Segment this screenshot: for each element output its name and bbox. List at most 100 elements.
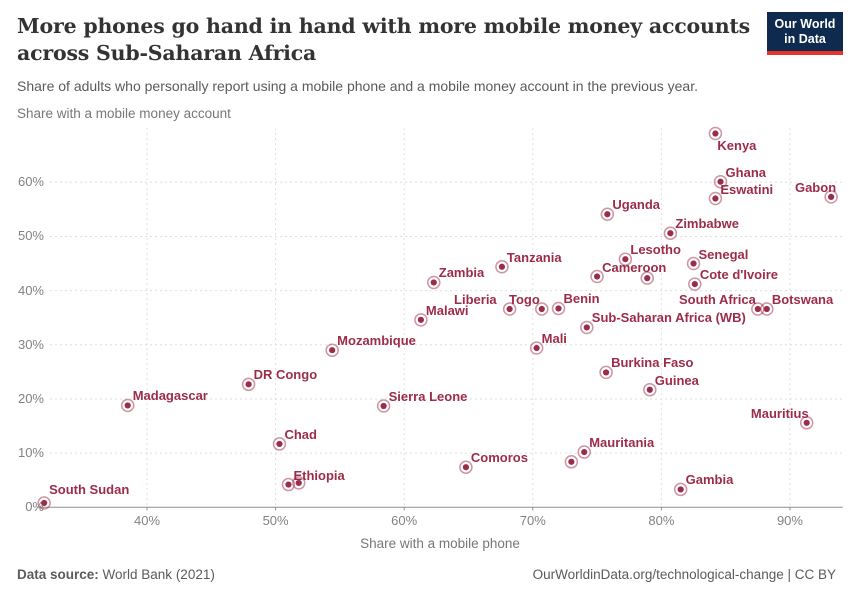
country-label-kenya[interactable]: Kenya: [717, 137, 757, 153]
point-mauritius[interactable]: [799, 416, 814, 430]
country-label-liberia[interactable]: Liberia: [454, 292, 497, 308]
point-ring-gambia: [673, 482, 688, 497]
point-dot-zimbabwe: [667, 230, 674, 237]
country-label-eswatini[interactable]: Eswatini: [720, 181, 774, 197]
point-liberia[interactable]: [502, 302, 517, 316]
point-benin[interactable]: [551, 301, 566, 316]
point-dot-sub-saharan-africa-wb: [583, 324, 590, 331]
data-source: Data source: World Bank (2021): [17, 567, 215, 582]
point-botswana[interactable]: [760, 302, 774, 316]
point-dot-eswatini: [712, 195, 719, 202]
point-dot-mauritania: [581, 448, 588, 456]
point-dot-unlabeled: [568, 458, 575, 465]
point-mauritania[interactable]: [577, 445, 591, 459]
point-dot-togo: [538, 305, 545, 313]
chart-subtitle: Share of adults who personally report us…: [17, 78, 698, 94]
point-zambia[interactable]: [427, 275, 441, 290]
country-label-south-sudan[interactable]: South Sudan: [49, 481, 130, 497]
country-label-senegal[interactable]: Senegal: [698, 246, 749, 262]
point-togo[interactable]: [535, 302, 549, 316]
point-senegal[interactable]: [686, 256, 701, 271]
point-ring-kenya: [708, 126, 723, 141]
x-axis-title: Share with a mobile phone: [360, 536, 520, 551]
point-lesotho[interactable]: [618, 252, 633, 266]
country-label-zimbabwe[interactable]: Zimbabwe: [675, 216, 739, 232]
point-mali[interactable]: [529, 341, 544, 355]
country-label-ethiopia[interactable]: Ethiopia: [293, 467, 345, 483]
country-label-mauritania[interactable]: Mauritania: [589, 435, 655, 451]
country-label-guinea[interactable]: Guinea: [654, 372, 699, 388]
point-ring-botswana: [760, 302, 774, 316]
point-dot-kenya: [712, 130, 719, 137]
country-label-ghana[interactable]: Ghana: [725, 164, 766, 180]
point-dot-mali: [533, 344, 540, 352]
point-dot-burkina-faso: [602, 369, 610, 376]
country-label-cameroon[interactable]: Cameroon: [602, 259, 667, 275]
country-label-uganda[interactable]: Uganda: [612, 197, 661, 213]
point-cote-d-ivoire[interactable]: [688, 277, 702, 291]
point-comoros[interactable]: [459, 460, 473, 474]
country-label-dr-congo[interactable]: DR Congo: [253, 367, 318, 383]
country-label-madagascar[interactable]: Madagascar: [132, 388, 208, 404]
point-ghana[interactable]: [713, 174, 728, 189]
point-malawi[interactable]: [414, 313, 428, 327]
point-dot-madagascar: [124, 402, 131, 409]
country-label-benin[interactable]: Benin: [563, 291, 600, 307]
point-ethiopia[interactable]: [281, 477, 296, 492]
point-dot-south-africa: [754, 305, 761, 313]
country-label-lesotho[interactable]: Lesotho: [630, 242, 681, 258]
country-label-burkina-faso[interactable]: Burkina Faso: [611, 355, 694, 371]
point-dot-sierra-leone: [380, 402, 387, 410]
point-ring-mauritius: [799, 416, 814, 430]
point-cameroon[interactable]: [590, 269, 604, 284]
point-ring-unlabeled: [291, 476, 306, 490]
country-label-zambia[interactable]: Zambia: [438, 265, 485, 281]
point-dot-liberia: [506, 305, 513, 313]
point-dot-ghana: [717, 178, 724, 185]
point-burkina-faso[interactable]: [599, 365, 613, 380]
country-label-south-africa[interactable]: South Africa: [679, 292, 756, 308]
point-unlabeled[interactable]: [291, 476, 306, 490]
attribution: OurWorldinData.org/technological-change …: [532, 567, 836, 582]
point-unlabeled[interactable]: [564, 455, 579, 469]
point-south-sudan[interactable]: [37, 496, 51, 510]
point-sierra-leone[interactable]: [376, 399, 391, 413]
point-eswatini[interactable]: [708, 191, 723, 206]
country-label-comoros[interactable]: Comoros: [470, 450, 528, 466]
point-ring-mozambique: [325, 343, 339, 357]
country-label-malawi[interactable]: Malawi: [425, 302, 469, 318]
country-label-mozambique[interactable]: Mozambique: [337, 333, 416, 349]
point-mozambique[interactable]: [325, 343, 339, 357]
point-gabon[interactable]: [824, 190, 838, 204]
country-label-tanzania[interactable]: Tanzania: [506, 249, 562, 265]
point-zimbabwe[interactable]: [663, 226, 678, 240]
country-label-chad[interactable]: Chad: [284, 426, 317, 442]
point-gambia[interactable]: [673, 482, 688, 497]
country-label-mali[interactable]: Mali: [541, 331, 567, 347]
country-label-gabon[interactable]: Gabon: [794, 179, 837, 195]
country-label-sierra-leone[interactable]: Sierra Leone: [388, 388, 468, 404]
country-label-botswana[interactable]: Botswana: [771, 292, 834, 308]
country-label-togo[interactable]: Togo: [508, 292, 540, 308]
point-dot-unlabeled: [295, 479, 302, 487]
point-ring-ethiopia: [281, 477, 296, 492]
point-guinea[interactable]: [643, 382, 657, 397]
country-label-gambia[interactable]: Gambia: [685, 472, 734, 488]
point-ring-guinea: [643, 382, 657, 397]
point-uganda[interactable]: [600, 207, 615, 221]
point-dot-gabon: [828, 193, 835, 200]
chart-title: More phones go hand in hand with more mo…: [17, 14, 751, 65]
point-ring-zimbabwe: [663, 226, 678, 240]
point-kenya[interactable]: [708, 126, 723, 141]
point-dr-congo[interactable]: [241, 377, 256, 392]
point-ring-ghana: [713, 174, 728, 189]
point-madagascar[interactable]: [120, 398, 135, 413]
country-label-cote-d-ivoire[interactable]: Cote d'Ivoire: [699, 267, 779, 283]
point-chad[interactable]: [272, 437, 287, 451]
country-label-sub-saharan-africa-wb[interactable]: Sub-Saharan Africa (WB): [591, 310, 746, 326]
point-tanzania[interactable]: [495, 260, 509, 274]
point-unlabeled[interactable]: [640, 271, 654, 285]
country-label-mauritius[interactable]: Mauritius: [750, 405, 809, 421]
point-sub-saharan-africa-wb[interactable]: [580, 320, 594, 335]
